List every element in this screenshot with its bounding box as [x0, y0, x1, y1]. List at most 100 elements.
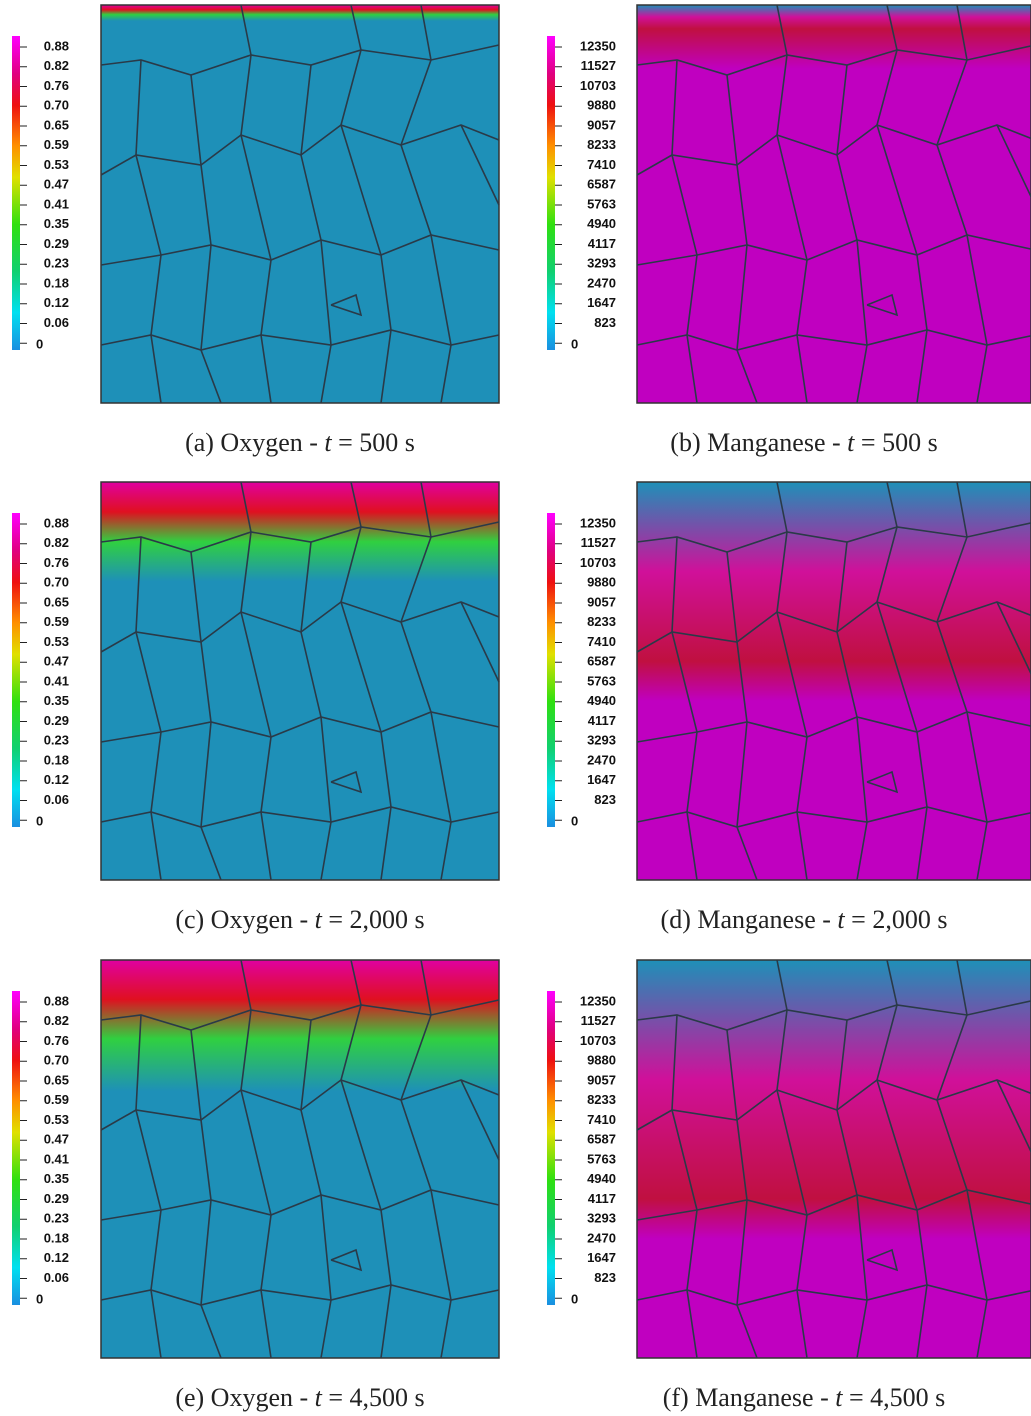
colorbar-label: 4940: [587, 216, 616, 231]
colorbar-label: 0.53: [44, 157, 69, 172]
caption: (e) Oxygen - t = 4,500 s: [175, 1383, 424, 1412]
colorbar-label: 7410: [587, 634, 616, 649]
caption: (d) Manganese - t = 2,000 s: [661, 905, 948, 934]
caption-variable: t: [847, 428, 855, 457]
colorbar-label: 6587: [587, 1132, 616, 1147]
colorbar-label: 3293: [587, 733, 616, 748]
panel: 0.88 0.82 0.76 0.70 0.65 0.59 0.53 0.47 0.41 0.35…: [12, 481, 500, 934]
caption-label: (a) Oxygen -: [185, 428, 324, 457]
colorbar-label: 4117: [588, 713, 616, 728]
panel: 12350 11527 10703 9880 9057 8233 7410 6587 5763 4…: [547, 481, 1031, 934]
colorbar-label: 823: [594, 792, 616, 807]
colorbar-label: 0.23: [44, 1211, 69, 1226]
colorbar-label: 4940: [587, 1171, 616, 1186]
caption: (c) Oxygen - t = 2,000 s: [175, 905, 424, 934]
caption-value: = 4,500 s: [322, 1383, 425, 1412]
contour-plot: [100, 4, 500, 404]
colorbar-label: 0.23: [44, 733, 69, 748]
contour-plot: [100, 959, 500, 1359]
colorbar-label: 0.82: [44, 535, 69, 550]
colorbar-label: 9057: [587, 117, 616, 132]
colorbar-label: 12350: [580, 515, 616, 530]
colorbar-label: 823: [594, 315, 616, 330]
colorbar: [547, 513, 555, 827]
colorbar-label: 823: [594, 1270, 616, 1285]
colorbar-label: 10703: [580, 1033, 616, 1048]
colorbar-label: 6587: [587, 177, 616, 192]
colorbar-label: 0.29: [44, 236, 69, 251]
caption-label: (e) Oxygen -: [175, 1383, 314, 1412]
colorbar-label: 0: [36, 337, 43, 352]
colorbar-label: 8233: [587, 1092, 616, 1107]
caption-variable: t: [835, 1383, 843, 1412]
colorbar-label: 0.70: [44, 98, 69, 113]
contour-plot: [636, 481, 1031, 881]
panel: 0.88 0.82 0.76 0.70 0.65 0.59 0.53 0.47 0.41 0.35…: [12, 4, 500, 457]
caption-label: (f) Manganese -: [663, 1383, 836, 1412]
colorbar-label: 9880: [587, 575, 616, 590]
colorbar-label: 0.29: [44, 713, 69, 728]
colorbar-label: 4117: [588, 236, 616, 251]
colorbar-label: 0.88: [44, 993, 69, 1008]
colorbar-label: 7410: [587, 1112, 616, 1127]
colorbar-label: 5763: [587, 196, 616, 211]
colorbar-label: 0.59: [44, 614, 69, 629]
colorbar-label: 1647: [587, 295, 616, 310]
colorbar-label: 0.65: [44, 117, 69, 132]
colorbar-label: 0.29: [44, 1191, 69, 1206]
caption-label: (c) Oxygen -: [175, 905, 314, 934]
colorbar-label: 0.47: [44, 177, 69, 192]
colorbar: [547, 991, 555, 1305]
caption-value: = 500 s: [854, 428, 937, 457]
colorbar-label: 0.06: [44, 315, 69, 330]
contour-plot: [100, 481, 500, 881]
colorbar-label: 0.59: [44, 1092, 69, 1107]
colorbar-label: 2470: [587, 1230, 616, 1245]
panel: 0.88 0.82 0.76 0.70 0.65 0.59 0.53 0.47 0.41 0.35…: [12, 959, 500, 1412]
colorbar-label: 0.47: [44, 654, 69, 669]
colorbar-label: 0: [36, 814, 43, 829]
colorbar-label: 0.76: [44, 555, 69, 570]
colorbar-label: 10703: [580, 78, 616, 93]
colorbar: [547, 36, 555, 350]
colorbar-label: 8233: [587, 614, 616, 629]
colorbar-label: 2470: [587, 275, 616, 290]
caption-value: = 500 s: [332, 428, 415, 457]
colorbar-label: 0.82: [44, 1013, 69, 1028]
colorbar: [12, 36, 20, 350]
colorbar-label: 5763: [587, 673, 616, 688]
caption-value: = 2,000 s: [845, 905, 948, 934]
colorbar-label: 4117: [588, 1191, 616, 1206]
colorbar-label: 0.06: [44, 792, 69, 807]
panel: 12350 11527 10703 9880 9057 8233 7410 6587 5763 4…: [547, 4, 1031, 457]
colorbar-label: 1647: [587, 772, 616, 787]
colorbar-label: 12350: [580, 38, 616, 53]
colorbar-label: 0.23: [44, 256, 69, 271]
caption-label: (d) Manganese -: [661, 905, 838, 934]
colorbar-label: 0.12: [44, 295, 69, 310]
caption: (a) Oxygen - t = 500 s: [185, 428, 415, 457]
colorbar-label: 0.35: [44, 1171, 69, 1186]
colorbar-label: 0.06: [44, 1270, 69, 1285]
colorbar-label: 3293: [587, 256, 616, 271]
colorbar-label: 0.82: [44, 58, 69, 73]
caption-value: = 2,000 s: [322, 905, 425, 934]
colorbar-label: 11527: [581, 58, 616, 73]
caption-variable: t: [324, 428, 332, 457]
panel: 12350 11527 10703 9880 9057 8233 7410 6587 5763 4…: [547, 959, 1031, 1412]
caption-variable: t: [837, 905, 845, 934]
colorbar-label: 0.12: [44, 772, 69, 787]
colorbar-label: 0.41: [44, 1151, 69, 1166]
colorbar-label: 3293: [587, 1211, 616, 1226]
colorbar-label: 0.53: [44, 1112, 69, 1127]
caption-value: = 4,500 s: [842, 1383, 945, 1412]
colorbar-label: 7410: [587, 157, 616, 172]
colorbar-label: 0.47: [44, 1132, 69, 1147]
colorbar-label: 0: [571, 337, 578, 352]
colorbar: [12, 513, 20, 827]
colorbar-label: 0: [36, 1292, 43, 1307]
colorbar-label: 11527: [581, 1013, 616, 1028]
colorbar-label: 0.59: [44, 137, 69, 152]
